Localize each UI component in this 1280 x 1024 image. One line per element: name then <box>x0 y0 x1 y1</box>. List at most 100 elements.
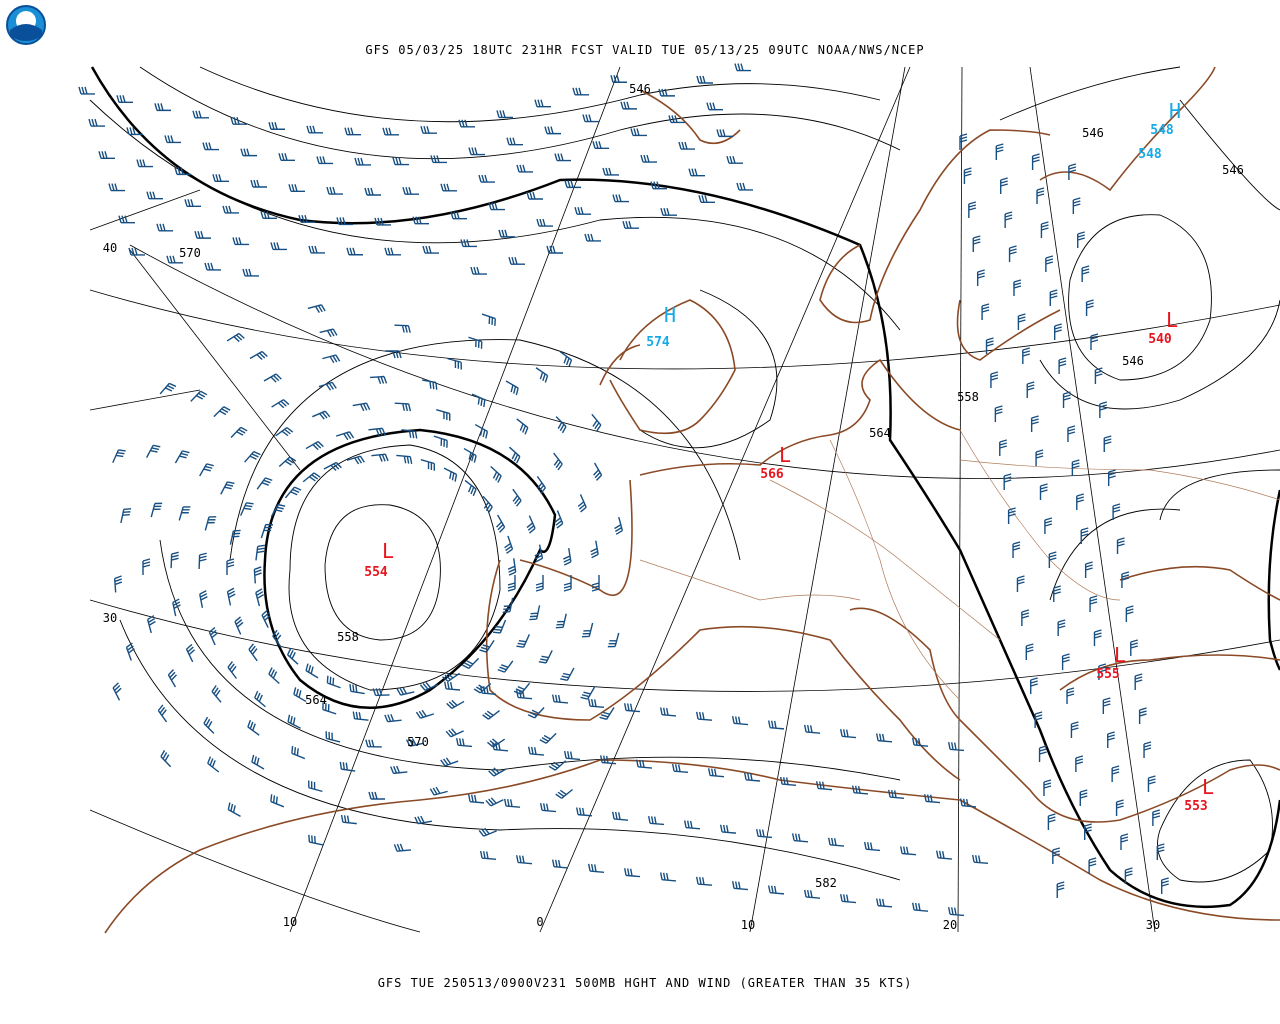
wind-barb <box>150 502 163 518</box>
wind-barb <box>202 142 219 151</box>
wind-barb <box>170 551 179 569</box>
wind-barb <box>1030 415 1039 432</box>
wind-barb <box>555 416 567 434</box>
wind-barb <box>696 75 713 84</box>
wind-barb <box>1084 823 1092 840</box>
wind-barb <box>526 191 543 200</box>
wind-barb <box>551 859 569 869</box>
center-value: 566 <box>760 467 784 482</box>
wind-barb <box>611 811 629 821</box>
wind-barb <box>1026 381 1035 398</box>
wind-barb <box>554 153 571 162</box>
wind-barb <box>1120 833 1129 850</box>
wind-barb <box>534 544 544 563</box>
wind-barb <box>199 463 214 477</box>
wind-barb <box>160 750 172 768</box>
wind-barb <box>623 703 641 713</box>
wind-barb <box>536 218 553 227</box>
contour-label: 558 <box>337 630 359 644</box>
wind-barb <box>1103 435 1112 452</box>
wind-barb <box>1072 197 1081 214</box>
wind-barb <box>1112 503 1121 520</box>
wind-barb <box>516 634 530 648</box>
wind-barb <box>496 514 506 533</box>
wind-barb <box>640 154 657 163</box>
wind-barb <box>372 688 390 697</box>
wind-barb <box>555 613 567 629</box>
wind-barb <box>136 159 153 168</box>
wind-barb <box>887 789 905 799</box>
wind-barb <box>371 453 389 462</box>
wind-barb <box>1061 653 1070 670</box>
contour-label: 582 <box>815 876 837 890</box>
wind-barb <box>485 797 504 807</box>
wind-barb <box>234 616 244 635</box>
wind-barb <box>1066 687 1075 704</box>
wind-barb <box>1077 231 1085 248</box>
wind-barb <box>1080 527 1089 544</box>
graticule-label: 10 <box>283 915 297 929</box>
wind-barb <box>695 711 713 721</box>
wind-barb <box>240 502 254 516</box>
wind-barb <box>1124 867 1133 884</box>
center-value: 574 <box>646 335 670 350</box>
wind-barb <box>1053 585 1061 602</box>
wind-barb <box>683 820 701 830</box>
wind-barb <box>247 719 260 736</box>
wind-barb <box>305 440 324 451</box>
wind-barb <box>312 410 331 420</box>
wind-barb <box>471 393 486 408</box>
contour-east <box>1267 489 1280 671</box>
wind-barb <box>1084 561 1093 578</box>
wind-barb <box>146 615 156 634</box>
wind-barb <box>502 597 514 613</box>
wind-barb <box>464 479 477 497</box>
wind-barb <box>504 535 514 554</box>
wind-barb <box>88 118 105 127</box>
wind-barb <box>1085 299 1094 316</box>
wind-barb <box>1034 711 1043 728</box>
wind-barb <box>128 247 145 256</box>
noaa-logo <box>6 5 46 45</box>
graticule-label: 10 <box>741 918 755 932</box>
wind-barb <box>346 247 363 256</box>
contour-closed <box>263 428 557 710</box>
wind-barb <box>390 765 408 775</box>
wind-barb <box>213 406 231 418</box>
wind-barb <box>490 465 502 483</box>
wind-barb <box>167 669 177 688</box>
wind-barbs <box>78 63 1169 917</box>
wind-barb <box>515 855 533 865</box>
wind-barb <box>308 245 325 254</box>
wind-barb <box>463 447 477 463</box>
wind-barb <box>581 622 594 638</box>
wind-barb <box>443 467 458 482</box>
wind-barb <box>1076 493 1084 510</box>
wind-barb <box>1017 313 1026 330</box>
wind-barb <box>564 180 581 189</box>
wind-barb <box>622 220 639 229</box>
wind-barb <box>755 828 773 839</box>
wind-barb <box>323 461 342 472</box>
wind-barb <box>981 303 990 320</box>
map-caption: GFS TUE 250513/0900V231 500MB HGHT AND W… <box>378 976 913 990</box>
wind-barb <box>455 737 473 748</box>
wind-barb <box>671 763 689 774</box>
wind-barb <box>78 86 95 95</box>
center-value: 540 <box>1148 332 1172 347</box>
wind-barb <box>230 116 247 125</box>
wind-barb <box>544 126 561 135</box>
wind-barb <box>396 454 413 464</box>
wind-barb <box>326 675 341 689</box>
wind-barb <box>963 167 972 184</box>
wind-barb <box>994 405 1003 422</box>
wind-barb <box>516 418 529 435</box>
wind-barb <box>863 841 881 852</box>
wind-barb <box>226 558 235 575</box>
wind-barb <box>199 590 208 608</box>
wind-barb <box>479 639 495 653</box>
wind-barb <box>325 731 341 743</box>
wind-barb <box>668 115 685 124</box>
wind-barb <box>419 681 439 691</box>
wind-barb <box>462 657 480 670</box>
